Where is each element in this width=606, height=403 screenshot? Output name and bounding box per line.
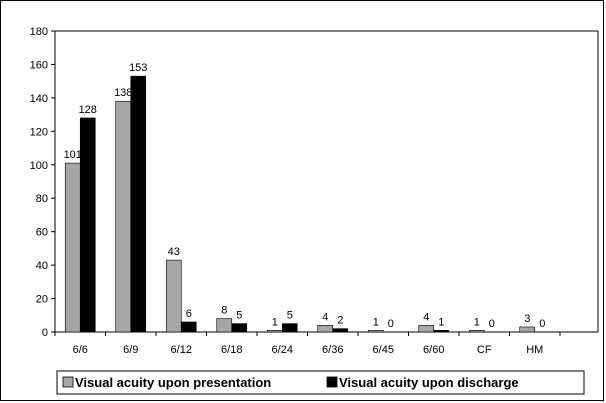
x-tick-label: 6/9	[123, 344, 138, 356]
x-tick-label: HM	[526, 344, 543, 356]
bar-presentation	[519, 326, 536, 333]
data-label: 8	[221, 305, 227, 317]
x-axis: 6/6 6/9 6/12 6/18 6/24 6/36 6/45 6/60 CF HM	[54, 332, 561, 356]
x-tick-label: 6/6	[73, 344, 88, 356]
x-tick-label: 6/18	[221, 344, 242, 356]
legend-label-discharge: Visual acuity upon discharge	[339, 375, 519, 390]
data-label: 1	[474, 316, 480, 328]
bars	[64, 75, 536, 333]
y-tick-label: 0	[42, 327, 48, 339]
data-label: 1	[272, 316, 278, 328]
data-label: 4	[423, 311, 429, 323]
legend-swatch-discharge	[326, 376, 338, 388]
data-label: 0	[489, 318, 495, 330]
y-tick-label: 140	[30, 93, 48, 105]
y-tick-label: 180	[30, 26, 48, 38]
y-tick-label: 100	[30, 160, 48, 172]
bar-discharge	[79, 117, 96, 333]
data-label: 153	[129, 62, 147, 74]
bar-presentation	[367, 330, 384, 333]
bar-discharge	[433, 330, 450, 333]
y-tick-label: 120	[30, 126, 48, 138]
data-label: 3	[524, 313, 530, 325]
data-label: 6	[186, 308, 192, 320]
data-label: 0	[388, 318, 394, 330]
data-label: 5	[236, 310, 242, 322]
y-tick-label: 20	[36, 294, 48, 306]
x-tick-label: 6/36	[322, 344, 343, 356]
y-tick-label: 60	[36, 227, 48, 239]
data-label: 43	[168, 246, 180, 258]
x-tick-label: 6/24	[272, 344, 293, 356]
legend: Visual acuity upon presentation Visual a…	[56, 370, 585, 395]
bar-presentation	[216, 318, 233, 333]
x-tick-label: 6/12	[171, 344, 192, 356]
legend-box	[56, 370, 585, 395]
bar-discharge	[130, 75, 147, 333]
x-tick-label: 6/60	[423, 344, 444, 356]
legend-swatch-presentation	[62, 376, 74, 388]
bar-presentation	[165, 259, 182, 333]
data-label: 1	[373, 316, 379, 328]
x-tick-label: CF	[477, 344, 492, 356]
y-axis: 0 20 40 60 80 100 120 140 160 180	[30, 26, 55, 339]
bar-presentation	[317, 325, 334, 333]
bar-discharge	[281, 323, 298, 333]
bar-discharge	[332, 328, 349, 333]
y-tick-label: 80	[36, 193, 48, 205]
data-label: 2	[337, 315, 343, 327]
data-label: 4	[322, 311, 328, 323]
bar-presentation	[266, 330, 283, 333]
data-label: 138	[114, 87, 132, 99]
bar-presentation	[64, 162, 81, 333]
y-tick-label: 40	[36, 260, 48, 272]
data-label: 101	[64, 149, 82, 161]
bar-discharge	[180, 321, 197, 333]
data-label: 5	[287, 310, 293, 322]
legend-label-presentation: Visual acuity upon presentation	[75, 375, 271, 390]
bar-presentation	[418, 325, 435, 333]
data-label: 128	[79, 104, 97, 116]
bar-presentation	[115, 100, 132, 333]
y-tick-label: 160	[30, 59, 48, 71]
x-tick-label: 6/45	[373, 344, 394, 356]
data-label: 1	[438, 316, 444, 328]
bar-discharge	[231, 323, 248, 333]
bar-presentation	[468, 330, 485, 333]
data-label: 0	[539, 318, 545, 330]
